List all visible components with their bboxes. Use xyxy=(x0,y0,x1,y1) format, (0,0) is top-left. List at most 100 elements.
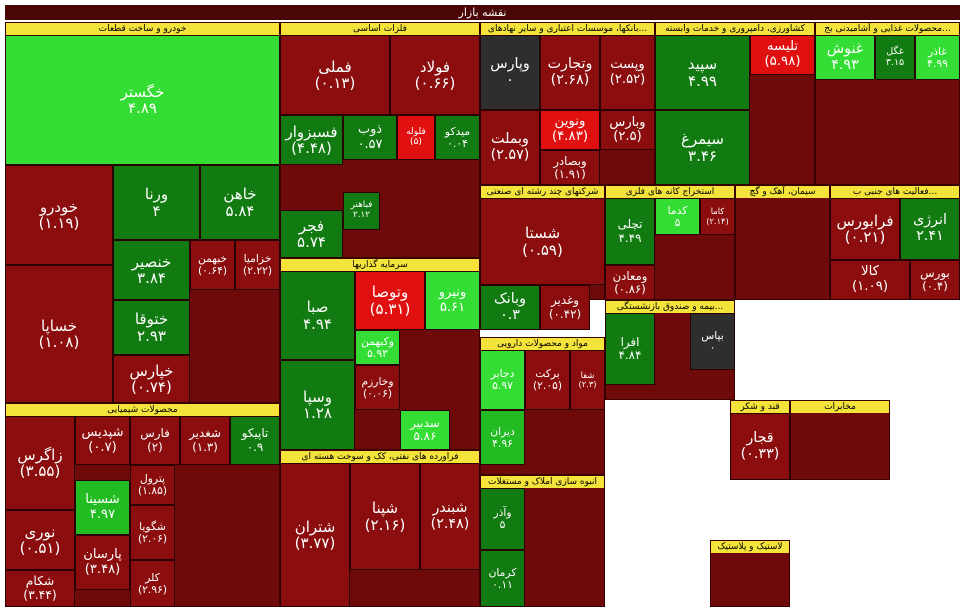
stock-change: ۴.۹۹ xyxy=(688,71,717,90)
stock-symbol: وخارزم xyxy=(361,374,394,388)
stock-change: (۰.۱۳) xyxy=(314,74,356,92)
sector-title: فلزات اساسی xyxy=(281,23,479,35)
stock-change: (۳.۴۴) xyxy=(23,587,57,602)
stock-tile: وپست (۲.۵۲) xyxy=(600,35,655,110)
stock-change: ۴.۹۶ xyxy=(492,436,513,450)
stock-change: ۵.۹۳ xyxy=(367,346,388,360)
stock-change: (۰.۶۶) xyxy=(414,74,456,92)
stock-change: (۰.۸۶) xyxy=(614,281,646,296)
stock-tile: فملی (۰.۱۳) xyxy=(280,35,390,115)
stock-symbol: وتوصا xyxy=(371,283,409,301)
stock-symbol: ورنا xyxy=(144,185,169,203)
stock-tile: کرمان ۰.۱۱ xyxy=(480,550,525,607)
stock-change: (۰.۷۴) xyxy=(131,378,172,396)
stock-tile: نوری (۰.۵۱) xyxy=(5,510,75,570)
sector-title: لاستیک و پلاستیک xyxy=(711,541,789,553)
stock-tile: زاگرس (۳.۵۵) xyxy=(5,416,75,510)
stock-change: (۲.۴۸) xyxy=(430,515,470,532)
stock-tile: شفا (۲.۳) xyxy=(570,350,605,410)
stock-change: ۰.۹ xyxy=(246,439,264,454)
stock-symbol: برکت xyxy=(535,367,560,381)
stock-tile: ختوقا ۲.۹۳ xyxy=(113,300,190,355)
stock-change: ۵.۹۷ xyxy=(492,379,513,392)
stock-tile: وبارس (۲.۵) xyxy=(600,110,655,150)
stock-change: ۴.۹۹ xyxy=(927,56,948,70)
stock-symbol: کدما xyxy=(667,203,688,217)
stock-symbol: تلیسه xyxy=(766,39,799,55)
stock-change: ۵ xyxy=(499,518,506,531)
stock-change: (۰.۴) xyxy=(922,279,948,293)
stock-tile: پارسان (۳.۴۸) xyxy=(75,535,130,590)
sector-title: بانکها، موسسات اعتباری و سایر نهادهای... xyxy=(481,23,654,35)
stock-tile: فسبزوار (۴.۴۸) xyxy=(280,115,343,165)
stock-symbol: شپدیس xyxy=(81,425,124,441)
stock-tile: غگل ۳.۱۵ xyxy=(875,35,915,80)
stock-symbol: کرمان xyxy=(488,565,517,579)
stock-change: (۲.۱۴) xyxy=(706,215,729,226)
stock-symbol: شگویا xyxy=(139,519,166,533)
stock-tile: خاهن ۵.۸۴ xyxy=(200,165,280,240)
stock-symbol: شبندر xyxy=(432,499,468,516)
stock-tile: خنصیر ۳.۸۴ xyxy=(113,240,190,300)
sector-title: مخابرات xyxy=(791,401,889,413)
sector-title: استخراج کانه های فلزی xyxy=(606,186,734,198)
stock-symbol: خبهمن xyxy=(197,252,228,266)
stock-tile: دیران ۴.۹۶ xyxy=(480,410,525,465)
stock-symbol: وپارس xyxy=(490,55,530,72)
stock-tile: پترول (۱.۸۵) xyxy=(130,465,175,505)
stock-tile: افرا ۴.۸۴ xyxy=(605,313,655,385)
stock-tile: برکت (۲.۰۵) xyxy=(525,350,570,410)
stock-change: ۴ xyxy=(152,201,161,220)
stock-tile: وتجارت (۲.۶۸) xyxy=(540,35,600,110)
stock-tile: وخارزم (۰.۰۶) xyxy=(355,365,400,410)
stock-change: (۳.۷۷) xyxy=(294,534,336,552)
stock-change: ۵ xyxy=(674,215,681,229)
stock-change: (۲.۳) xyxy=(578,379,597,389)
stock-tile: شکام (۳.۴۴) xyxy=(5,570,75,607)
sector-title: انبوه سازی املاک و مستغلات xyxy=(481,476,604,488)
stock-tile: شغدیر (۱.۳) xyxy=(180,416,230,465)
stock-symbol: شپنا xyxy=(371,499,399,517)
sector-title: بیمه و صندوق بازنشستگی... xyxy=(606,301,734,313)
stock-tile: وبملت (۲.۵۷) xyxy=(480,110,540,185)
stock-symbol: وسپا xyxy=(303,387,332,406)
stock-symbol: خپارس xyxy=(129,361,174,380)
stock-symbol: سدبیر xyxy=(410,415,440,430)
stock-change: ۴.۹۴ xyxy=(303,314,332,333)
stock-change: (۵.۳۱) xyxy=(369,299,411,318)
stock-tile: انرژی ۲.۴۱ xyxy=(900,198,960,260)
stock-tile: غنوش ۴.۹۳ xyxy=(815,35,875,80)
stock-change: (۲.۰۵) xyxy=(533,379,562,392)
stock-symbol: پترول xyxy=(139,472,166,486)
stock-symbol: شفا xyxy=(580,369,595,380)
stock-symbol: خودرو xyxy=(39,197,79,216)
stock-tile: خگستر ۴.۸۹ xyxy=(5,35,280,165)
stock-symbol: وپست xyxy=(610,57,645,73)
stock-symbol: غگل xyxy=(886,46,904,58)
stock-tile: خپارس (۰.۷۴) xyxy=(113,355,190,403)
sector: لاستیک و پلاستیک xyxy=(710,540,790,607)
stock-change: ۴.۹۳ xyxy=(831,56,859,73)
stock-tile: فباهنر ۲.۱۲ xyxy=(343,192,380,230)
stock-change: ۲.۱۲ xyxy=(353,210,370,220)
stock-change: (۳.۴۸) xyxy=(84,561,121,577)
sector-title: مواد و محصولات دارویی xyxy=(481,338,604,350)
stock-symbol: زاگرس xyxy=(17,445,63,464)
stock-symbol: ختوقا xyxy=(134,310,169,328)
stock-change: (۰.۳۳) xyxy=(740,445,780,462)
map-title: نقشه بازار xyxy=(5,5,960,20)
stock-symbol: قجار xyxy=(746,429,774,446)
stock-tile: وتوصا (۵.۳۱) xyxy=(355,271,425,330)
stock-change: (۰.۵۹) xyxy=(522,240,563,259)
stock-symbol: وبصادر xyxy=(553,153,587,168)
stock-change: (۰.۶۴) xyxy=(198,264,227,277)
stock-change: (۲.۵۲) xyxy=(609,71,646,87)
stock-tile: ومعادن (۰.۸۶) xyxy=(605,265,655,300)
stock-symbol: وبارس xyxy=(609,114,646,130)
stock-change: ۴.۹۷ xyxy=(89,506,116,522)
stock-tile: خودرو (۱.۱۹) xyxy=(5,165,113,265)
stock-symbol: بورس xyxy=(920,265,950,280)
stock-change: ۰.۵۷ xyxy=(357,136,383,152)
stock-tile: تلیسه (۵.۹۸) xyxy=(750,35,815,75)
